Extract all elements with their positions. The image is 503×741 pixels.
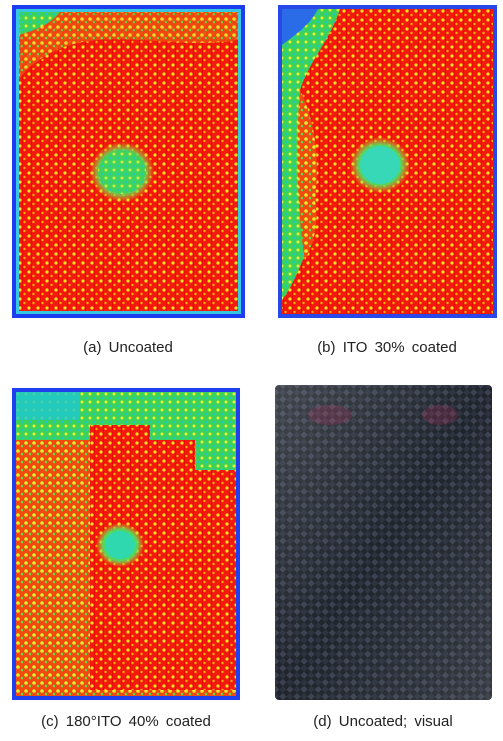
caption: (b) ITO 30% coated (317, 339, 457, 356)
heatmap-c (12, 388, 240, 700)
heatmap-a (12, 5, 245, 318)
page: (a) Uncoated (b) ITO 30% coated (c) 180°… (0, 0, 503, 736)
caption: (d) Uncoated; visual (313, 713, 452, 730)
caption: (a) Uncoated (83, 339, 173, 356)
heatmap-b (278, 5, 497, 318)
figure: (a) Uncoated (b) ITO 30% coated (c) 180°… (0, 0, 503, 736)
caption: (c) 180°ITO 40% coated (41, 713, 211, 730)
photo-d (275, 385, 492, 700)
